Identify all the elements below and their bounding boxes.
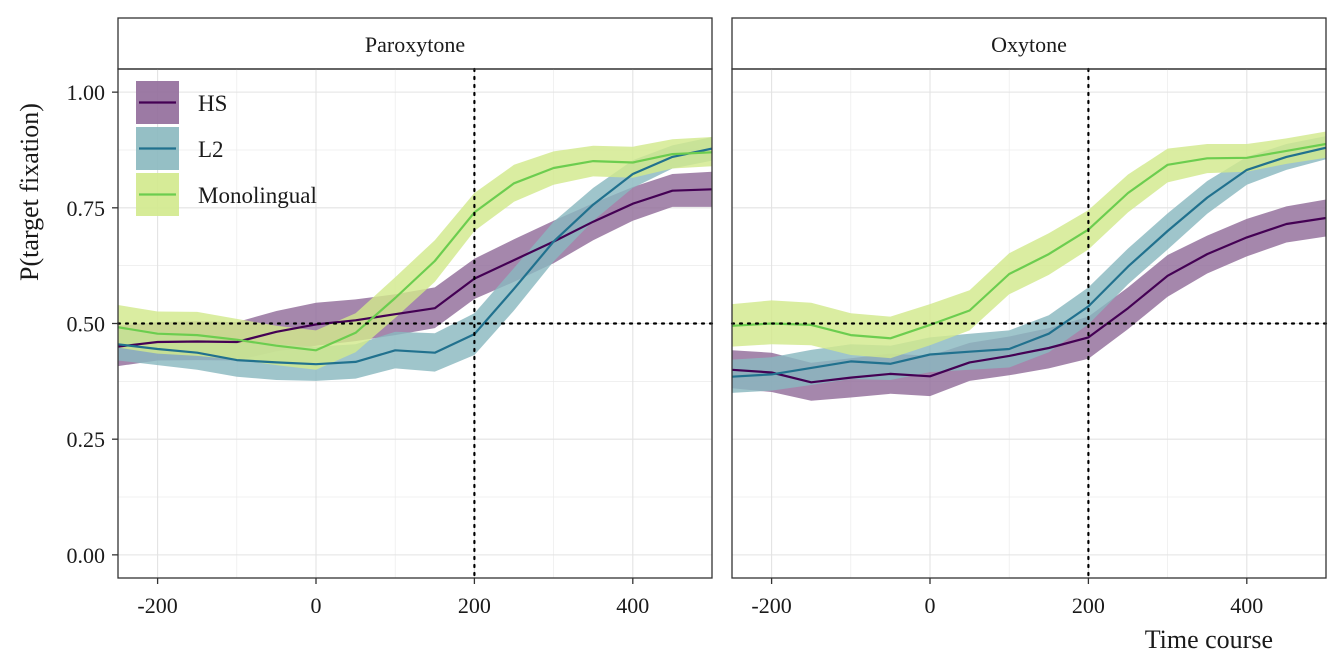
legend-key-hs	[136, 81, 179, 124]
panel-strip	[731, 17, 1327, 70]
legend-key-monolingual	[136, 173, 179, 216]
panel-oxytone: Oxytone -200 0 200 400	[730, 17, 1328, 618]
y-tick-label: 0.50	[67, 312, 106, 337]
x-tick-label: 0	[925, 593, 936, 618]
x-tick-label: 200	[1072, 593, 1105, 618]
panel-data	[732, 131, 1326, 401]
series-line-l2	[118, 147, 712, 366]
legend-label: L2	[198, 137, 224, 162]
legend-key-l2	[136, 127, 179, 170]
panel-data	[118, 137, 712, 381]
y-axis: 0.00 0.25 0.50 0.75 1.00	[67, 80, 118, 568]
legend-label: HS	[198, 91, 227, 116]
y-tick-label: 0.75	[67, 196, 106, 221]
x-tick-label: 200	[458, 593, 491, 618]
y-axis-title: P(target fixation)	[15, 103, 44, 281]
legend: HS L2 Monolingual	[136, 81, 317, 216]
panel-title: Paroxytone	[365, 32, 465, 57]
legend-label: Monolingual	[198, 183, 317, 208]
ribbon-monolingual	[118, 137, 712, 370]
facet-panels: Paroxytone -200 0 200 400 Oxytone -200 0 200 400	[116, 17, 1328, 618]
series-line-monolingual	[732, 142, 1326, 340]
panel-paroxytone: Paroxytone -200 0 200 400	[116, 17, 714, 618]
x-axis-title: Time course	[1145, 625, 1273, 654]
ribbon-monolingual	[732, 131, 1326, 359]
x-tick-label: -200	[137, 593, 177, 618]
x-tick-label: 400	[616, 593, 649, 618]
panel-border	[731, 68, 1327, 579]
y-tick-label: 1.00	[67, 80, 106, 105]
series-line-hs	[732, 216, 1326, 384]
x-tick-label: -200	[751, 593, 791, 618]
y-tick-label: 0.25	[67, 427, 106, 452]
x-tick-label: 400	[1230, 593, 1263, 618]
series-line-l2	[732, 146, 1326, 378]
series-line-monolingual	[118, 151, 712, 352]
y-tick-label: 0.00	[67, 543, 106, 568]
panel-strip	[117, 17, 713, 70]
x-tick-label: 0	[311, 593, 322, 618]
panel-title: Oxytone	[991, 32, 1067, 57]
series-line-hs	[118, 188, 712, 348]
